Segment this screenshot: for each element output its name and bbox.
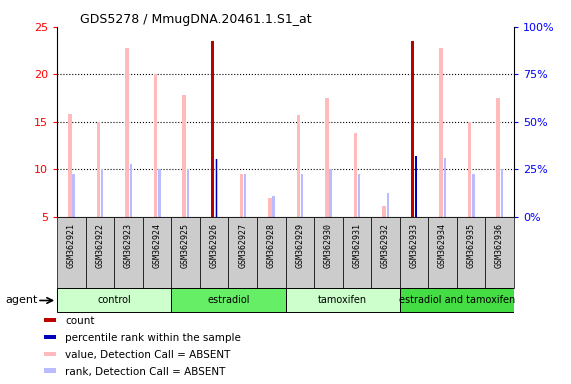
- Bar: [86, 217, 114, 288]
- Text: control: control: [97, 295, 131, 306]
- Text: GDS5278 / MmugDNA.20461.1.S1_at: GDS5278 / MmugDNA.20461.1.S1_at: [80, 13, 312, 26]
- Bar: [257, 217, 286, 288]
- Text: percentile rank within the sample: percentile rank within the sample: [66, 333, 242, 343]
- Bar: [44, 318, 56, 322]
- Bar: [171, 288, 286, 313]
- Bar: [415, 156, 417, 217]
- Bar: [272, 196, 275, 217]
- Bar: [472, 174, 475, 217]
- Bar: [301, 174, 303, 217]
- Bar: [73, 174, 75, 217]
- Bar: [383, 205, 386, 217]
- Text: GSM362934: GSM362934: [438, 223, 447, 268]
- Text: GSM362926: GSM362926: [210, 223, 219, 268]
- Bar: [411, 41, 414, 217]
- Bar: [57, 288, 171, 313]
- Bar: [171, 217, 200, 288]
- Bar: [415, 156, 417, 217]
- Bar: [143, 217, 171, 288]
- Text: rank, Detection Call = ABSENT: rank, Detection Call = ABSENT: [66, 367, 226, 377]
- Bar: [371, 217, 400, 288]
- Text: count: count: [66, 316, 95, 326]
- Bar: [154, 74, 158, 217]
- Bar: [353, 133, 357, 217]
- Text: GSM362935: GSM362935: [467, 223, 476, 268]
- Text: agent: agent: [6, 295, 38, 306]
- Bar: [69, 114, 72, 217]
- Bar: [358, 174, 360, 217]
- Bar: [44, 352, 56, 356]
- Text: GSM362933: GSM362933: [409, 223, 419, 268]
- Text: value, Detection Call = ABSENT: value, Detection Call = ABSENT: [66, 350, 231, 360]
- Bar: [44, 368, 56, 372]
- Text: estradiol and tamoxifen: estradiol and tamoxifen: [399, 295, 515, 306]
- Bar: [400, 217, 428, 288]
- Bar: [216, 159, 217, 217]
- Bar: [444, 158, 446, 217]
- Text: GSM362922: GSM362922: [95, 223, 104, 268]
- Bar: [411, 41, 414, 217]
- Bar: [211, 41, 214, 217]
- Bar: [244, 174, 246, 217]
- Bar: [200, 217, 228, 288]
- Text: GSM362924: GSM362924: [152, 223, 162, 268]
- Bar: [400, 288, 514, 313]
- Bar: [57, 217, 86, 288]
- Text: tamoxifen: tamoxifen: [318, 295, 367, 306]
- Bar: [457, 217, 485, 288]
- Bar: [130, 164, 132, 217]
- Bar: [211, 122, 215, 217]
- Text: estradiol: estradiol: [207, 295, 250, 306]
- Bar: [329, 169, 332, 217]
- Text: GSM362929: GSM362929: [295, 223, 304, 268]
- Text: GSM362928: GSM362928: [267, 223, 276, 268]
- Bar: [240, 174, 243, 217]
- Text: GSM362925: GSM362925: [181, 223, 190, 268]
- Bar: [114, 217, 143, 288]
- Bar: [125, 48, 128, 217]
- Bar: [297, 115, 300, 217]
- Bar: [387, 193, 389, 217]
- Bar: [496, 98, 500, 217]
- Bar: [325, 98, 328, 217]
- Bar: [182, 95, 186, 217]
- Bar: [286, 217, 314, 288]
- Bar: [215, 159, 218, 217]
- Text: GSM362921: GSM362921: [67, 223, 76, 268]
- Bar: [501, 169, 503, 217]
- Bar: [485, 217, 514, 288]
- Bar: [96, 122, 100, 217]
- Bar: [101, 169, 103, 217]
- Text: GSM362927: GSM362927: [238, 223, 247, 268]
- Bar: [314, 217, 343, 288]
- Text: GSM362931: GSM362931: [352, 223, 361, 268]
- Text: GSM362932: GSM362932: [381, 223, 390, 268]
- Text: GSM362930: GSM362930: [324, 223, 333, 268]
- Bar: [428, 217, 457, 288]
- Bar: [468, 122, 471, 217]
- Bar: [44, 335, 56, 339]
- Bar: [440, 48, 443, 217]
- Bar: [187, 169, 189, 217]
- Bar: [158, 169, 160, 217]
- Bar: [228, 217, 257, 288]
- Bar: [286, 288, 400, 313]
- Text: GSM362936: GSM362936: [495, 223, 504, 268]
- Bar: [343, 217, 371, 288]
- Bar: [268, 198, 272, 217]
- Text: GSM362923: GSM362923: [124, 223, 133, 268]
